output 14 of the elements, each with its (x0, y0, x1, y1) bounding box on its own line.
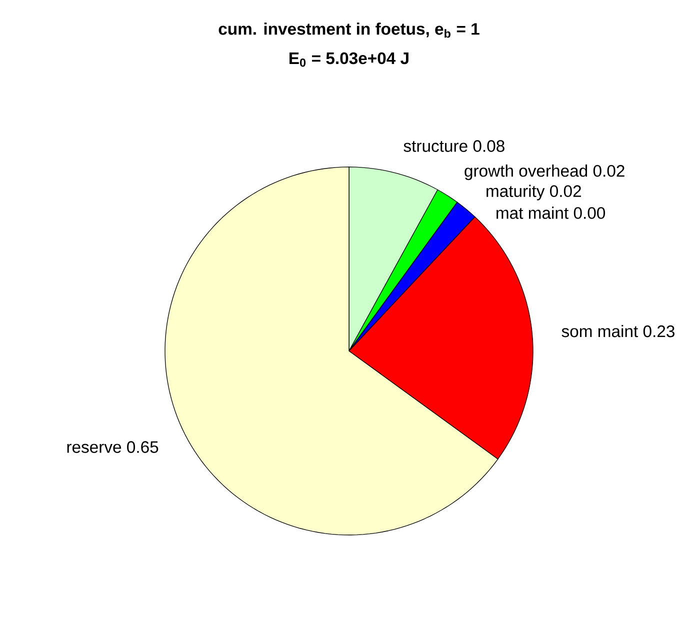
category-label: mat maint (496, 206, 568, 219)
data-label: 0.65 (127, 441, 158, 453)
data-label: 0.08 (473, 140, 504, 152)
slice-label: som maint (562, 324, 638, 338)
data-label: 0.02 (593, 165, 624, 177)
chart-title: cum. investment in foetus, e$_{b}$ = 1 (218, 22, 480, 38)
chart-subtitle: E$_{0}$ = 5.03e+04 J (290, 52, 408, 67)
text: 0.00 (574, 207, 606, 219)
data-label: 0.23 (643, 325, 674, 338)
slice-label: structure (404, 141, 468, 152)
slice-label: reserve (67, 444, 122, 453)
data-label: 0.02 (550, 185, 581, 198)
slice-label: maturity (486, 184, 545, 200)
slice-label: growth overhead (464, 164, 588, 180)
